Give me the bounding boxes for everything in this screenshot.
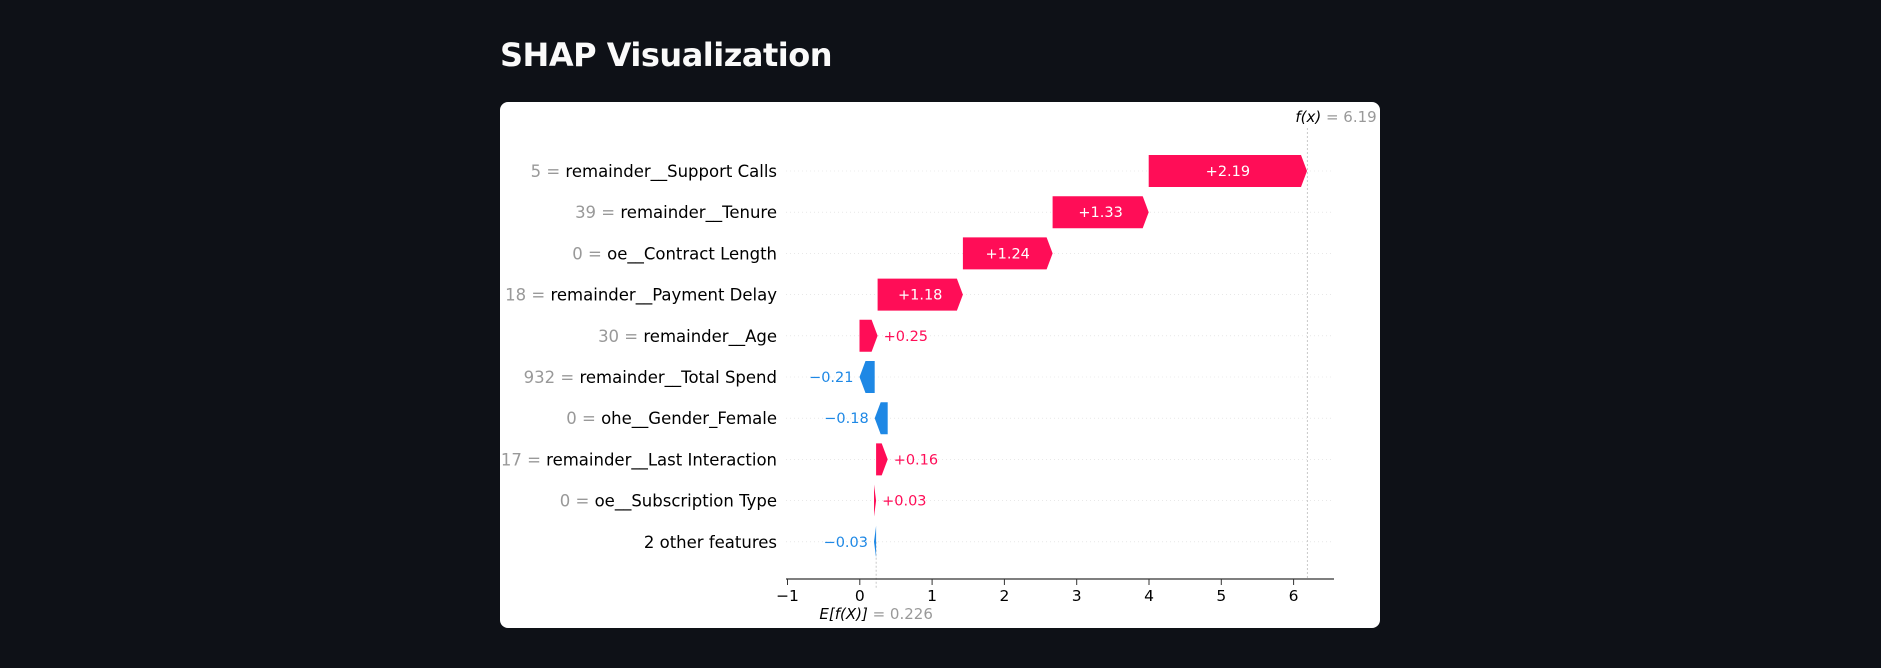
final-value-number: = 6.19 — [1321, 108, 1377, 126]
x-tick-label: 6 — [1289, 587, 1299, 605]
feature-name: remainder__Support Calls — [565, 162, 777, 182]
feature-label: 0 = oe__Subscription Type — [560, 492, 777, 512]
value-annotations: E[f(X)] = 0.226 f(x) = 6.19 — [819, 108, 1376, 623]
feature-name: 2 other features — [644, 533, 777, 552]
shap-bar — [877, 278, 963, 311]
feature-name: remainder__Last Interaction — [546, 450, 777, 470]
shap-bar-label: +1.24 — [985, 246, 1029, 262]
shap-bar-label: +0.16 — [894, 452, 938, 468]
x-tick-label: 3 — [1072, 587, 1082, 605]
shap-waterfall-chart: +2.19 +1.33 +1.24 +1.18 +0.25 −0.21 −0.18 +0.16… — [500, 102, 1380, 628]
shap-bars — [859, 155, 1307, 558]
shap-bar-label: +1.18 — [898, 288, 942, 304]
x-tick-label: 2 — [999, 587, 1009, 605]
x-tick-label: −1 — [776, 587, 799, 605]
base-value-number: = 0.226 — [868, 605, 933, 623]
shap-bar — [874, 402, 888, 435]
feature-name: remainder__Total Spend — [579, 368, 777, 388]
shap-bar — [876, 443, 888, 476]
feature-value: 0 = — [572, 244, 607, 263]
shap-bar-labels: +2.19 +1.33 +1.24 +1.18 +0.25 −0.21 −0.18 +0.16… — [809, 164, 1250, 551]
feature-value: 39 = — [575, 203, 620, 222]
shap-bar — [874, 484, 877, 517]
shap-bar — [1148, 155, 1307, 187]
feature-name: oe__Subscription Type — [595, 492, 777, 512]
shap-bar-label: +2.19 — [1206, 164, 1250, 180]
shap-bar-label: −0.18 — [824, 411, 868, 427]
x-tick-label: 1 — [927, 587, 937, 605]
feature-value: 0 = — [566, 409, 601, 428]
feature-name: remainder__Tenure — [620, 203, 777, 223]
feature-label: 39 = remainder__Tenure — [575, 203, 777, 223]
feature-labels: 5 = remainder__Support Calls 39 = remaind… — [501, 162, 777, 552]
shap-bar — [962, 237, 1053, 270]
shap-bar-label: +0.25 — [884, 329, 928, 345]
feature-label: 0 = oe__Contract Length — [572, 244, 777, 264]
shap-bar — [1052, 196, 1149, 229]
final-value-label: f(x) = 6.19 — [1295, 108, 1376, 126]
feature-name: ohe__Gender_Female — [601, 409, 777, 429]
shap-bar-label: +0.03 — [882, 494, 926, 510]
feature-label: 5 = remainder__Support Calls — [531, 162, 777, 182]
x-tick-label: 0 — [855, 587, 865, 605]
feature-value: 17 = — [501, 450, 546, 469]
shap-bar — [859, 361, 875, 393]
feature-value: 932 = — [524, 368, 580, 387]
x-axis: −1 0 1 2 3 4 5 6 — [776, 578, 1334, 605]
shap-bar — [874, 525, 877, 558]
feature-value: 0 = — [560, 492, 595, 511]
x-tick-label: 5 — [1216, 587, 1226, 605]
feature-value: 30 = — [598, 327, 643, 346]
value-guides — [875, 128, 1308, 589]
final-value-expr: f(x) — [1295, 108, 1321, 126]
feature-name: oe__Contract Length — [607, 244, 777, 264]
feature-label: 18 = remainder__Payment Delay — [505, 286, 777, 306]
feature-label: 30 = remainder__Age — [598, 327, 777, 347]
feature-value: 18 = — [505, 286, 550, 305]
feature-name: remainder__Age — [643, 327, 777, 347]
feature-name: remainder__Payment Delay — [550, 286, 777, 306]
feature-label: 932 = remainder__Total Spend — [524, 368, 777, 388]
base-value-expr: E[f(X)] — [819, 605, 868, 623]
shap-bar-label: −0.21 — [809, 370, 853, 386]
feature-label: 0 = ohe__Gender_Female — [566, 409, 777, 429]
shap-bar — [859, 319, 878, 352]
feature-value: 5 = — [531, 162, 566, 181]
base-value-label: E[f(X)] = 0.226 — [819, 605, 933, 623]
shap-bar-label: +1.33 — [1078, 205, 1122, 221]
feature-label: 17 = remainder__Last Interaction — [501, 450, 777, 470]
waterfall-plot: +2.19 +1.33 +1.24 +1.18 +0.25 −0.21 −0.18 +0.16… — [501, 108, 1377, 623]
shap-bar-label: −0.03 — [824, 535, 868, 551]
feature-label: 2 other features — [644, 533, 777, 552]
page-title: SHAP Visualization — [500, 36, 832, 74]
x-tick-label: 4 — [1144, 587, 1154, 605]
